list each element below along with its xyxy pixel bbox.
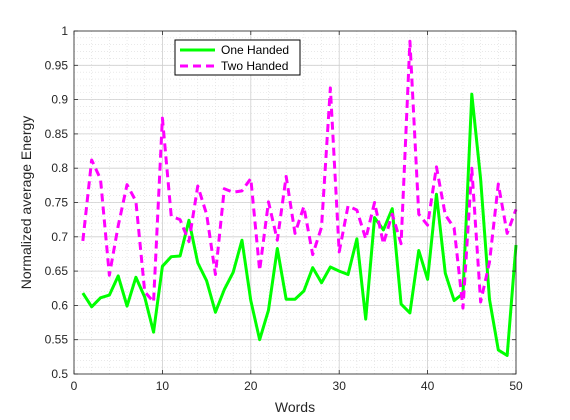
tick-labels: 0 10 20 30 40 50 0.5 0.55 0.6 0.65 0.7 0.75 0.8 0.85 0… [45, 24, 523, 393]
x-tick-label: 10 [156, 379, 170, 393]
x-tick-label: 30 [333, 379, 347, 393]
series-line-two-handed [81, 39, 518, 310]
y-tick-label: 0.65 [45, 264, 69, 278]
y-tick-label: 0.9 [51, 93, 68, 107]
legend-box [174, 39, 301, 76]
x-tick-label: 0 [71, 379, 78, 393]
y-tick-label: 0.8 [51, 161, 68, 175]
legend-label-one-handed: One Handed [221, 43, 289, 57]
y-tick-label: 0.75 [45, 196, 69, 210]
y-tick-label: 0.85 [45, 127, 69, 141]
y-tick-label: 0.5 [51, 367, 68, 381]
x-axis-label: Words [275, 399, 315, 415]
x-tick-label: 50 [509, 379, 523, 393]
series-layer [81, 39, 518, 357]
y-tick-label: 0.55 [45, 333, 69, 347]
legend-label-two-handed: Two Handed [221, 59, 288, 73]
y-tick-label: 0.6 [51, 298, 68, 312]
y-tick-label: 1 [61, 24, 68, 38]
y-axis-label: Normalized average Energy [18, 116, 34, 290]
x-tick-label: 40 [421, 379, 435, 393]
axes [73, 30, 517, 375]
x-tick-label: 20 [244, 379, 258, 393]
series-line-one-handed [81, 92, 518, 357]
grid [73, 30, 517, 375]
y-tick-label: 0.7 [51, 230, 68, 244]
y-tick-label: 0.95 [45, 58, 69, 72]
legend: One Handed Two Handed [174, 39, 301, 76]
